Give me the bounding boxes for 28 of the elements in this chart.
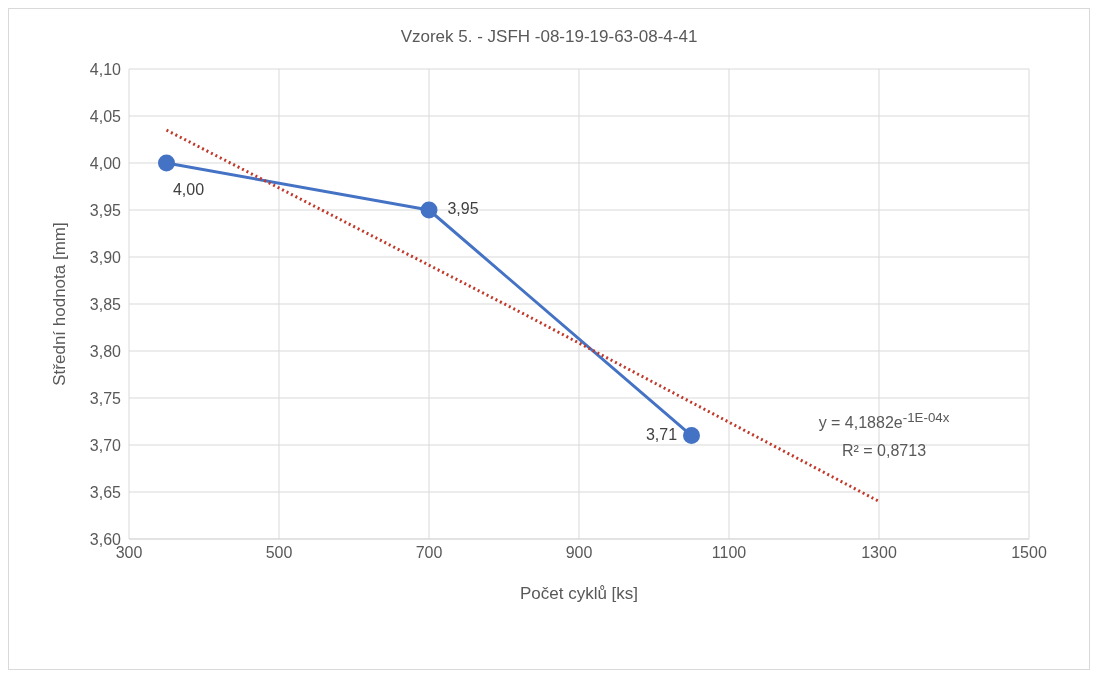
x-tick-label: 500: [265, 544, 293, 562]
x-tick-label: 300: [115, 544, 143, 562]
x-tick-label: 900: [565, 544, 593, 562]
x-tick-label: 1100: [711, 544, 747, 562]
y-tick-label: 3,80: [89, 342, 122, 360]
data-label: 3,71: [645, 425, 678, 443]
y-tick-label: 3,95: [89, 201, 122, 219]
x-tick-label: 1300: [861, 544, 897, 562]
chart-title: Vzorek 5. - JSFH -08-19-19-63-08-4-41: [399, 27, 699, 47]
x-axis-title: Počet cyklů [ks]: [519, 584, 639, 603]
y-tick-label: 4,00: [89, 154, 122, 172]
y-tick-label: 3,70: [89, 436, 122, 454]
data-label: 4,00: [172, 181, 205, 199]
annotation: y = 4,1882e$^{-1E-04x}$: [817, 409, 951, 434]
x-tick-label: 1500: [1011, 544, 1047, 562]
y-tick-label: 3,65: [89, 483, 122, 501]
annotation: R² = 0,8713: [840, 441, 928, 462]
y-axis-title: Střední hodnota [mm]: [50, 222, 70, 386]
y-tick-label: 4,10: [89, 60, 122, 78]
y-tick-label: 3,85: [89, 295, 122, 313]
y-tick-label: 4,05: [89, 107, 122, 125]
point: [158, 154, 175, 172]
y-tick-label: 3,75: [89, 389, 122, 407]
point: [683, 427, 700, 445]
y-tick-label: 3,90: [89, 248, 122, 266]
x-tick-label: 700: [415, 544, 443, 562]
data-label: 3,95: [447, 200, 479, 218]
point: [420, 201, 438, 219]
